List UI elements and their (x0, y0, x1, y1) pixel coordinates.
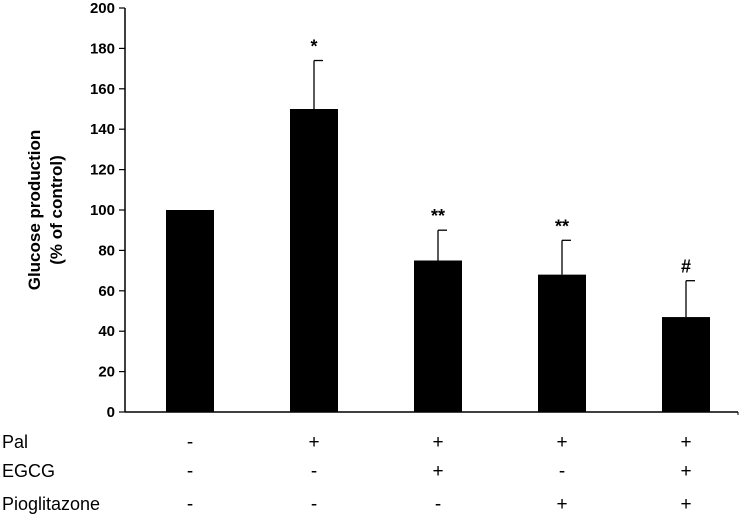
bar (166, 210, 214, 412)
condition-sign: - (187, 432, 193, 453)
condition-sign: - (435, 494, 441, 515)
y-tick-label: 120 (90, 162, 115, 179)
y-tick-label: 160 (90, 81, 115, 98)
bar (414, 260, 462, 412)
condition-sign: + (680, 461, 691, 482)
condition-sign: - (559, 461, 565, 482)
y-tick-label: 100 (90, 202, 115, 219)
y-tick-label: 140 (90, 121, 115, 138)
condition-sign: + (432, 432, 443, 453)
significance-label: ** (431, 206, 445, 226)
condition-label: Pioglitazone (2, 494, 100, 514)
significance-label: # (681, 257, 691, 277)
condition-sign: + (432, 461, 443, 482)
bar (662, 317, 710, 412)
condition-label: EGCG (2, 461, 55, 481)
condition-sign: - (311, 461, 317, 482)
bars: *****# (166, 37, 710, 412)
significance-label: * (310, 37, 317, 57)
y-tick-label: 200 (90, 0, 115, 17)
condition-sign: + (680, 494, 691, 515)
y-axis-title-line: (% of control) (47, 155, 66, 265)
condition-sign: + (556, 494, 567, 515)
condition-sign: - (187, 494, 193, 515)
y-tick-label: 20 (98, 364, 115, 381)
y-axis: 0 20 40 60 80 100 120 140 160 180 200 (90, 0, 739, 421)
y-axis-title: Glucose production (% of control) (25, 130, 66, 291)
bar (538, 274, 586, 412)
condition-label: Pal (2, 432, 28, 452)
y-tick-label: 0 (107, 404, 115, 421)
condition-sign: + (308, 432, 319, 453)
condition-sign: - (187, 461, 193, 482)
condition-sign: - (311, 494, 317, 515)
y-tick-label: 40 (98, 323, 115, 340)
bar (290, 109, 338, 412)
condition-sign: + (556, 432, 567, 453)
y-axis-title-line: Glucose production (25, 130, 44, 291)
y-tick-label: 60 (98, 283, 115, 300)
significance-label: ** (555, 216, 569, 236)
y-tick-label: 80 (98, 242, 115, 259)
condition-table: Pal - + + + + EGCG - - + - + Pioglitazone - - - + + (2, 432, 692, 515)
condition-sign: + (680, 432, 691, 453)
y-tick-label: 180 (90, 40, 115, 57)
